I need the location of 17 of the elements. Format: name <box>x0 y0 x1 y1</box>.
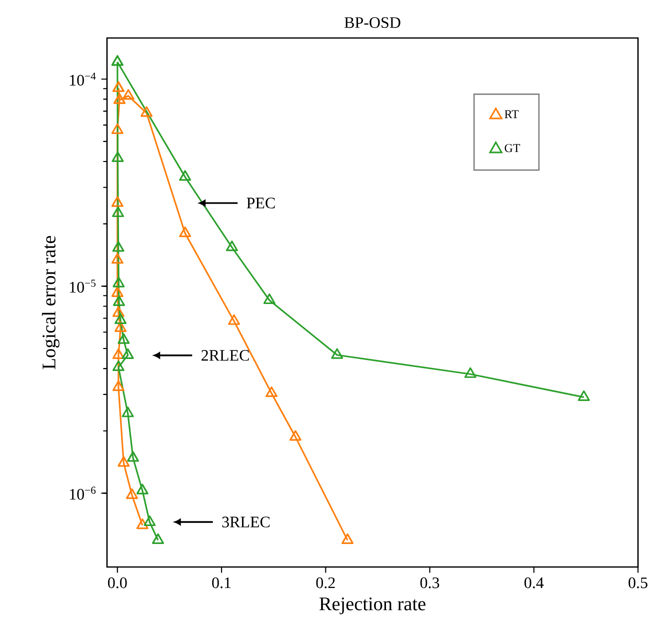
annotation: PEC <box>246 198 275 208</box>
legend-label: RT <box>504 110 519 118</box>
x-tick-label: 0.3 <box>420 577 440 588</box>
x-tick-label: 0.5 <box>628 577 648 588</box>
y-tick-label: 10$^{−5}$ <box>70 280 96 293</box>
y-tick-label: 10$^{−4}$ <box>70 72 96 86</box>
chart-title: BP-OSD <box>344 17 400 28</box>
x-tick-label: 0.1 <box>212 577 231 588</box>
x-tick-label: 0.0 <box>108 577 127 588</box>
x-tick-label: 0.4 <box>524 577 544 588</box>
x-tick-label: 0.2 <box>316 577 335 588</box>
annotation: 2RLEC <box>202 350 249 361</box>
y-axis-title: Logical error rate <box>42 236 60 370</box>
annotation: 3RLEC <box>222 516 270 528</box>
x-axis-title: Rejection rate <box>319 597 426 614</box>
y-tick-label: 10$^{−6}$ <box>70 486 96 500</box>
legend-label: GT <box>504 144 520 152</box>
